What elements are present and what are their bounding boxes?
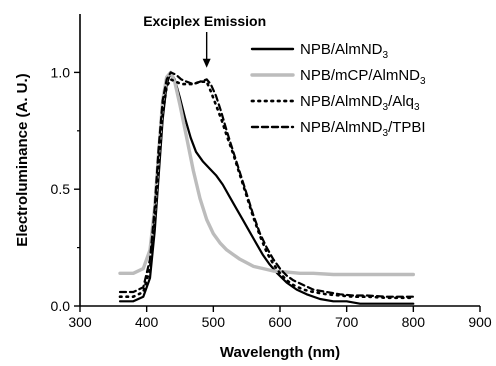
x-tick-label: 400 bbox=[135, 314, 159, 330]
annotation-text: Exciplex Emission bbox=[143, 13, 266, 29]
x-tick-label: 700 bbox=[335, 314, 359, 330]
legend-label-2: NPB/mCP/AlmND3 bbox=[300, 67, 426, 87]
legend-label-main: NPB/AlmND bbox=[300, 119, 383, 136]
legend-label-4: NPB/AlmND3/TPBI bbox=[300, 119, 426, 139]
x-axis-title: Wavelength (nm) bbox=[220, 344, 340, 361]
y-tick-label: 0.5 bbox=[51, 181, 71, 197]
legend-label-tail: /Alq bbox=[388, 93, 414, 110]
legend-label-main: NPB/AlmND bbox=[300, 41, 383, 58]
legend-label-main: NPB/AlmND bbox=[300, 93, 383, 110]
y-tick-label: 1.0 bbox=[51, 64, 71, 80]
exciplex-annotation: Exciplex Emission bbox=[143, 13, 266, 68]
series-line-4 bbox=[118, 71, 415, 298]
x-ticks: 300 400 500 600 700 800 900 bbox=[68, 306, 492, 330]
x-tick-label: 600 bbox=[268, 314, 292, 330]
legend-label-main: NPB/mCP/AlmND bbox=[300, 67, 420, 84]
x-tick-label: 500 bbox=[202, 314, 226, 330]
y-axis-title: Electroluminance (A. U.) bbox=[14, 73, 31, 246]
legend-label-subscript: 3 bbox=[383, 128, 389, 139]
legend-label-subscript-2: 3 bbox=[414, 102, 420, 113]
annotation-arrow-head bbox=[202, 58, 211, 68]
legend-label-tail: /TPBI bbox=[388, 119, 426, 136]
legend-label-subscript: 3 bbox=[420, 76, 426, 87]
legend-label-subscript: 3 bbox=[383, 50, 389, 61]
series-lines bbox=[118, 70, 415, 305]
axes bbox=[79, 14, 480, 307]
x-tick-label: 900 bbox=[468, 314, 492, 330]
legend-label-subscript: 3 bbox=[383, 102, 389, 113]
legend-label-3: NPB/AlmND3/Alq3 bbox=[300, 93, 420, 113]
legend: NPB/AlmND3NPB/mCP/AlmND3NPB/AlmND3/Alq3N… bbox=[250, 41, 426, 139]
legend-label-1: NPB/AlmND3 bbox=[300, 41, 389, 61]
y-ticks: 0.0 0.5 1.0 bbox=[51, 64, 80, 314]
x-tick-label: 800 bbox=[402, 314, 426, 330]
x-tick-label: 300 bbox=[68, 314, 92, 330]
y-tick-label: 0.0 bbox=[51, 298, 71, 314]
